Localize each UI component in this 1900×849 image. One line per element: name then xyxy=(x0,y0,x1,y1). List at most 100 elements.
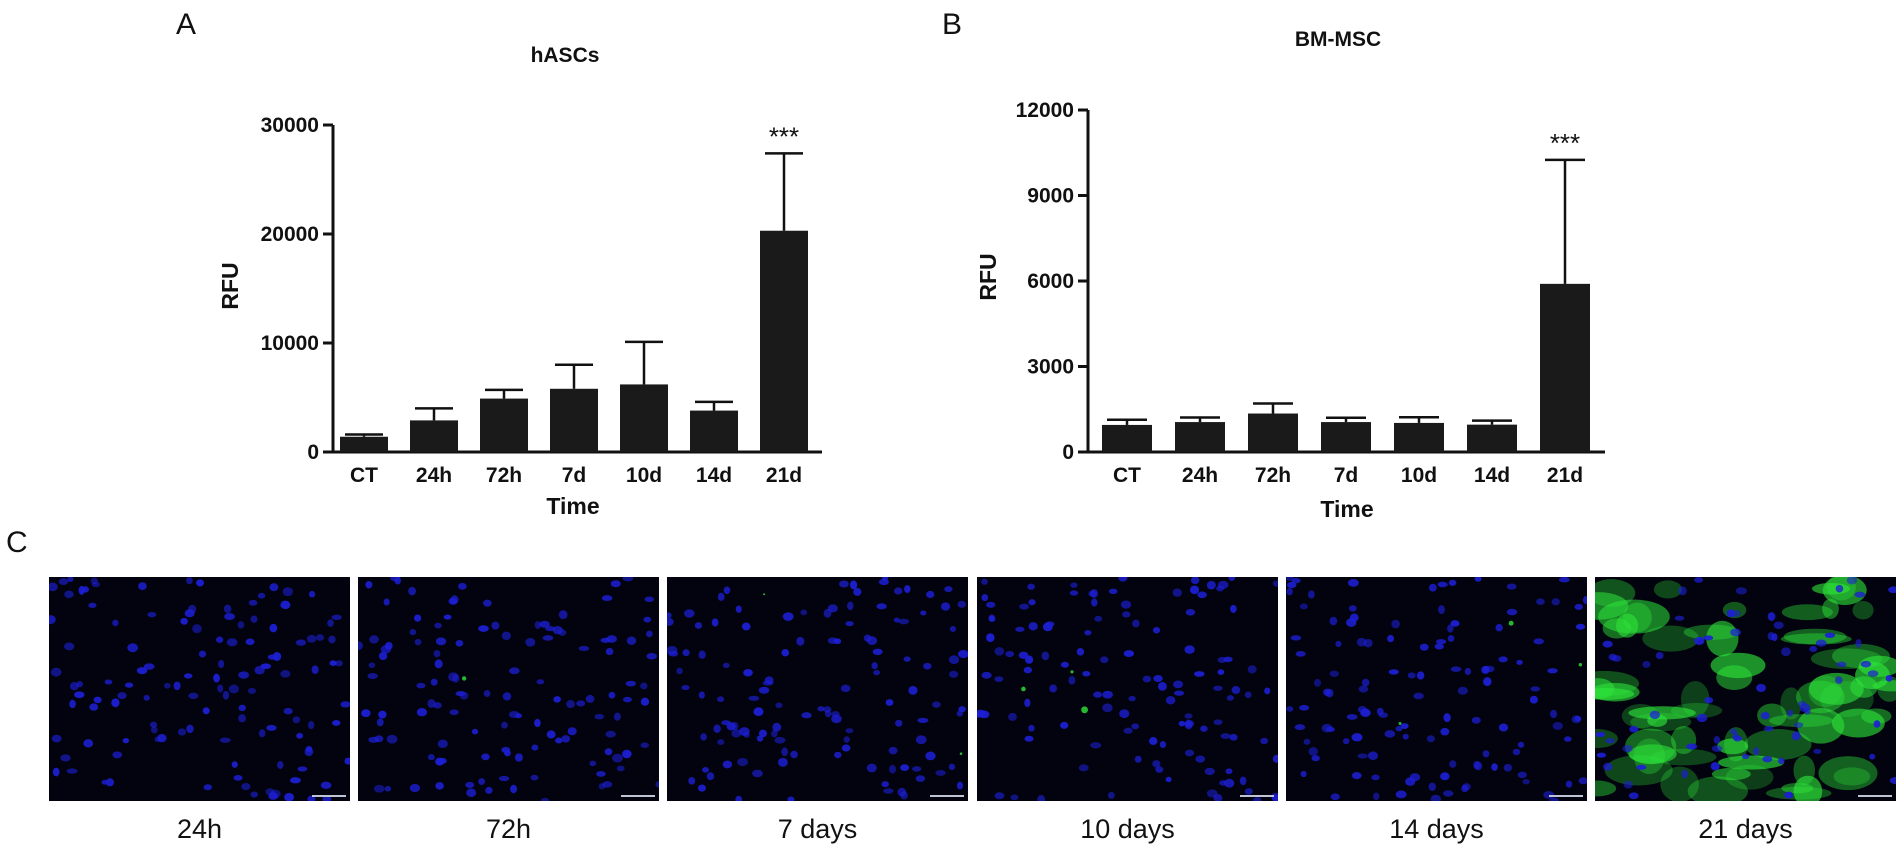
green-signal xyxy=(1650,748,1717,766)
nucleus xyxy=(270,789,281,799)
nucleus xyxy=(1735,587,1747,595)
nucleus xyxy=(640,682,648,690)
nucleus xyxy=(478,778,486,786)
nucleus xyxy=(849,580,858,590)
nucleus xyxy=(735,605,742,613)
nucleus xyxy=(66,768,78,774)
nucleus xyxy=(1204,767,1215,776)
nucleus xyxy=(1711,745,1723,752)
nucleus xyxy=(702,767,709,773)
nucleus xyxy=(1571,715,1582,724)
nucleus xyxy=(871,662,878,670)
nucleus xyxy=(433,650,441,658)
nucleus xyxy=(1889,777,1896,785)
nucleus xyxy=(1224,778,1235,788)
nucleus xyxy=(625,680,636,687)
nucleus xyxy=(1346,714,1358,720)
nucleus xyxy=(722,662,730,668)
nucleus xyxy=(327,619,334,627)
nucleus xyxy=(752,769,763,778)
nucleus xyxy=(578,645,590,652)
nucleus xyxy=(143,663,155,670)
nucleus xyxy=(198,650,207,658)
nucleus xyxy=(1357,753,1368,759)
nucleus xyxy=(682,649,690,657)
nucleus xyxy=(1122,611,1131,618)
micrograph-image xyxy=(1286,577,1587,801)
nucleus xyxy=(553,696,561,703)
nucleus xyxy=(900,764,910,771)
nucleus xyxy=(501,721,508,729)
nucleus xyxy=(697,784,706,792)
nucleus xyxy=(1430,794,1442,801)
nucleus xyxy=(903,656,911,662)
nucleus xyxy=(1482,750,1490,758)
nucleus xyxy=(104,679,113,685)
green-signal xyxy=(1622,602,1652,633)
nucleus xyxy=(1797,700,1807,707)
nucleus xyxy=(81,586,90,593)
nucleus xyxy=(373,784,385,793)
nucleus xyxy=(501,746,511,753)
nucleus xyxy=(1483,677,1492,687)
significance-annotation: *** xyxy=(1550,128,1580,158)
green-signal xyxy=(461,676,467,681)
nucleus xyxy=(386,734,398,744)
nucleus xyxy=(977,709,986,717)
y-tick-label: 0 xyxy=(1062,441,1074,464)
green-signal xyxy=(1508,620,1514,626)
nucleus xyxy=(926,590,935,599)
nucleus xyxy=(1678,586,1687,596)
nucleus xyxy=(238,704,247,712)
nucleus xyxy=(1206,580,1216,590)
nucleus xyxy=(668,650,679,657)
nucleus xyxy=(1791,731,1801,741)
micrograph-label: 14 days xyxy=(1389,814,1484,844)
nucleus xyxy=(1351,733,1363,742)
nucleus xyxy=(684,609,695,618)
nucleus xyxy=(643,616,652,623)
nucleus xyxy=(1128,695,1136,702)
nucleus xyxy=(361,709,371,718)
nucleus xyxy=(917,717,929,723)
nucleus xyxy=(1291,577,1301,584)
nucleus xyxy=(1373,792,1380,801)
nucleus xyxy=(1809,645,1818,653)
nucleus xyxy=(1076,647,1085,656)
green-signal xyxy=(1811,582,1851,595)
nucleus xyxy=(988,614,995,621)
nucleus xyxy=(735,795,743,801)
nucleus xyxy=(1622,744,1633,753)
nucleus xyxy=(64,642,75,651)
nucleus xyxy=(613,712,621,721)
nucleus xyxy=(483,599,492,607)
nucleus xyxy=(1069,590,1079,596)
nucleus xyxy=(50,667,62,677)
nucleus xyxy=(781,648,790,657)
nucleus xyxy=(1294,724,1306,731)
nucleus xyxy=(994,647,1005,656)
nucleus xyxy=(1464,667,1472,676)
nucleus xyxy=(1260,737,1269,745)
nucleus xyxy=(1194,671,1205,677)
green-signal xyxy=(1765,786,1832,800)
nucleus xyxy=(1533,638,1544,645)
nucleus xyxy=(378,652,388,661)
nucleus xyxy=(558,610,568,620)
green-signal xyxy=(1822,598,1839,619)
nucleus xyxy=(1565,780,1573,788)
nucleus xyxy=(1010,794,1019,801)
nucleus xyxy=(775,702,783,709)
nucleus xyxy=(612,753,624,763)
nucleus xyxy=(224,612,236,620)
nucleus xyxy=(758,686,770,694)
scale-bar xyxy=(1858,795,1892,797)
nucleus xyxy=(1457,686,1468,695)
nucleus xyxy=(1804,708,1811,715)
nucleus xyxy=(1855,638,1862,648)
nucleus xyxy=(1197,591,1207,599)
nucleus xyxy=(329,660,337,666)
nucleus xyxy=(981,578,988,585)
nucleus xyxy=(1448,579,1457,586)
nucleus xyxy=(1028,724,1035,732)
